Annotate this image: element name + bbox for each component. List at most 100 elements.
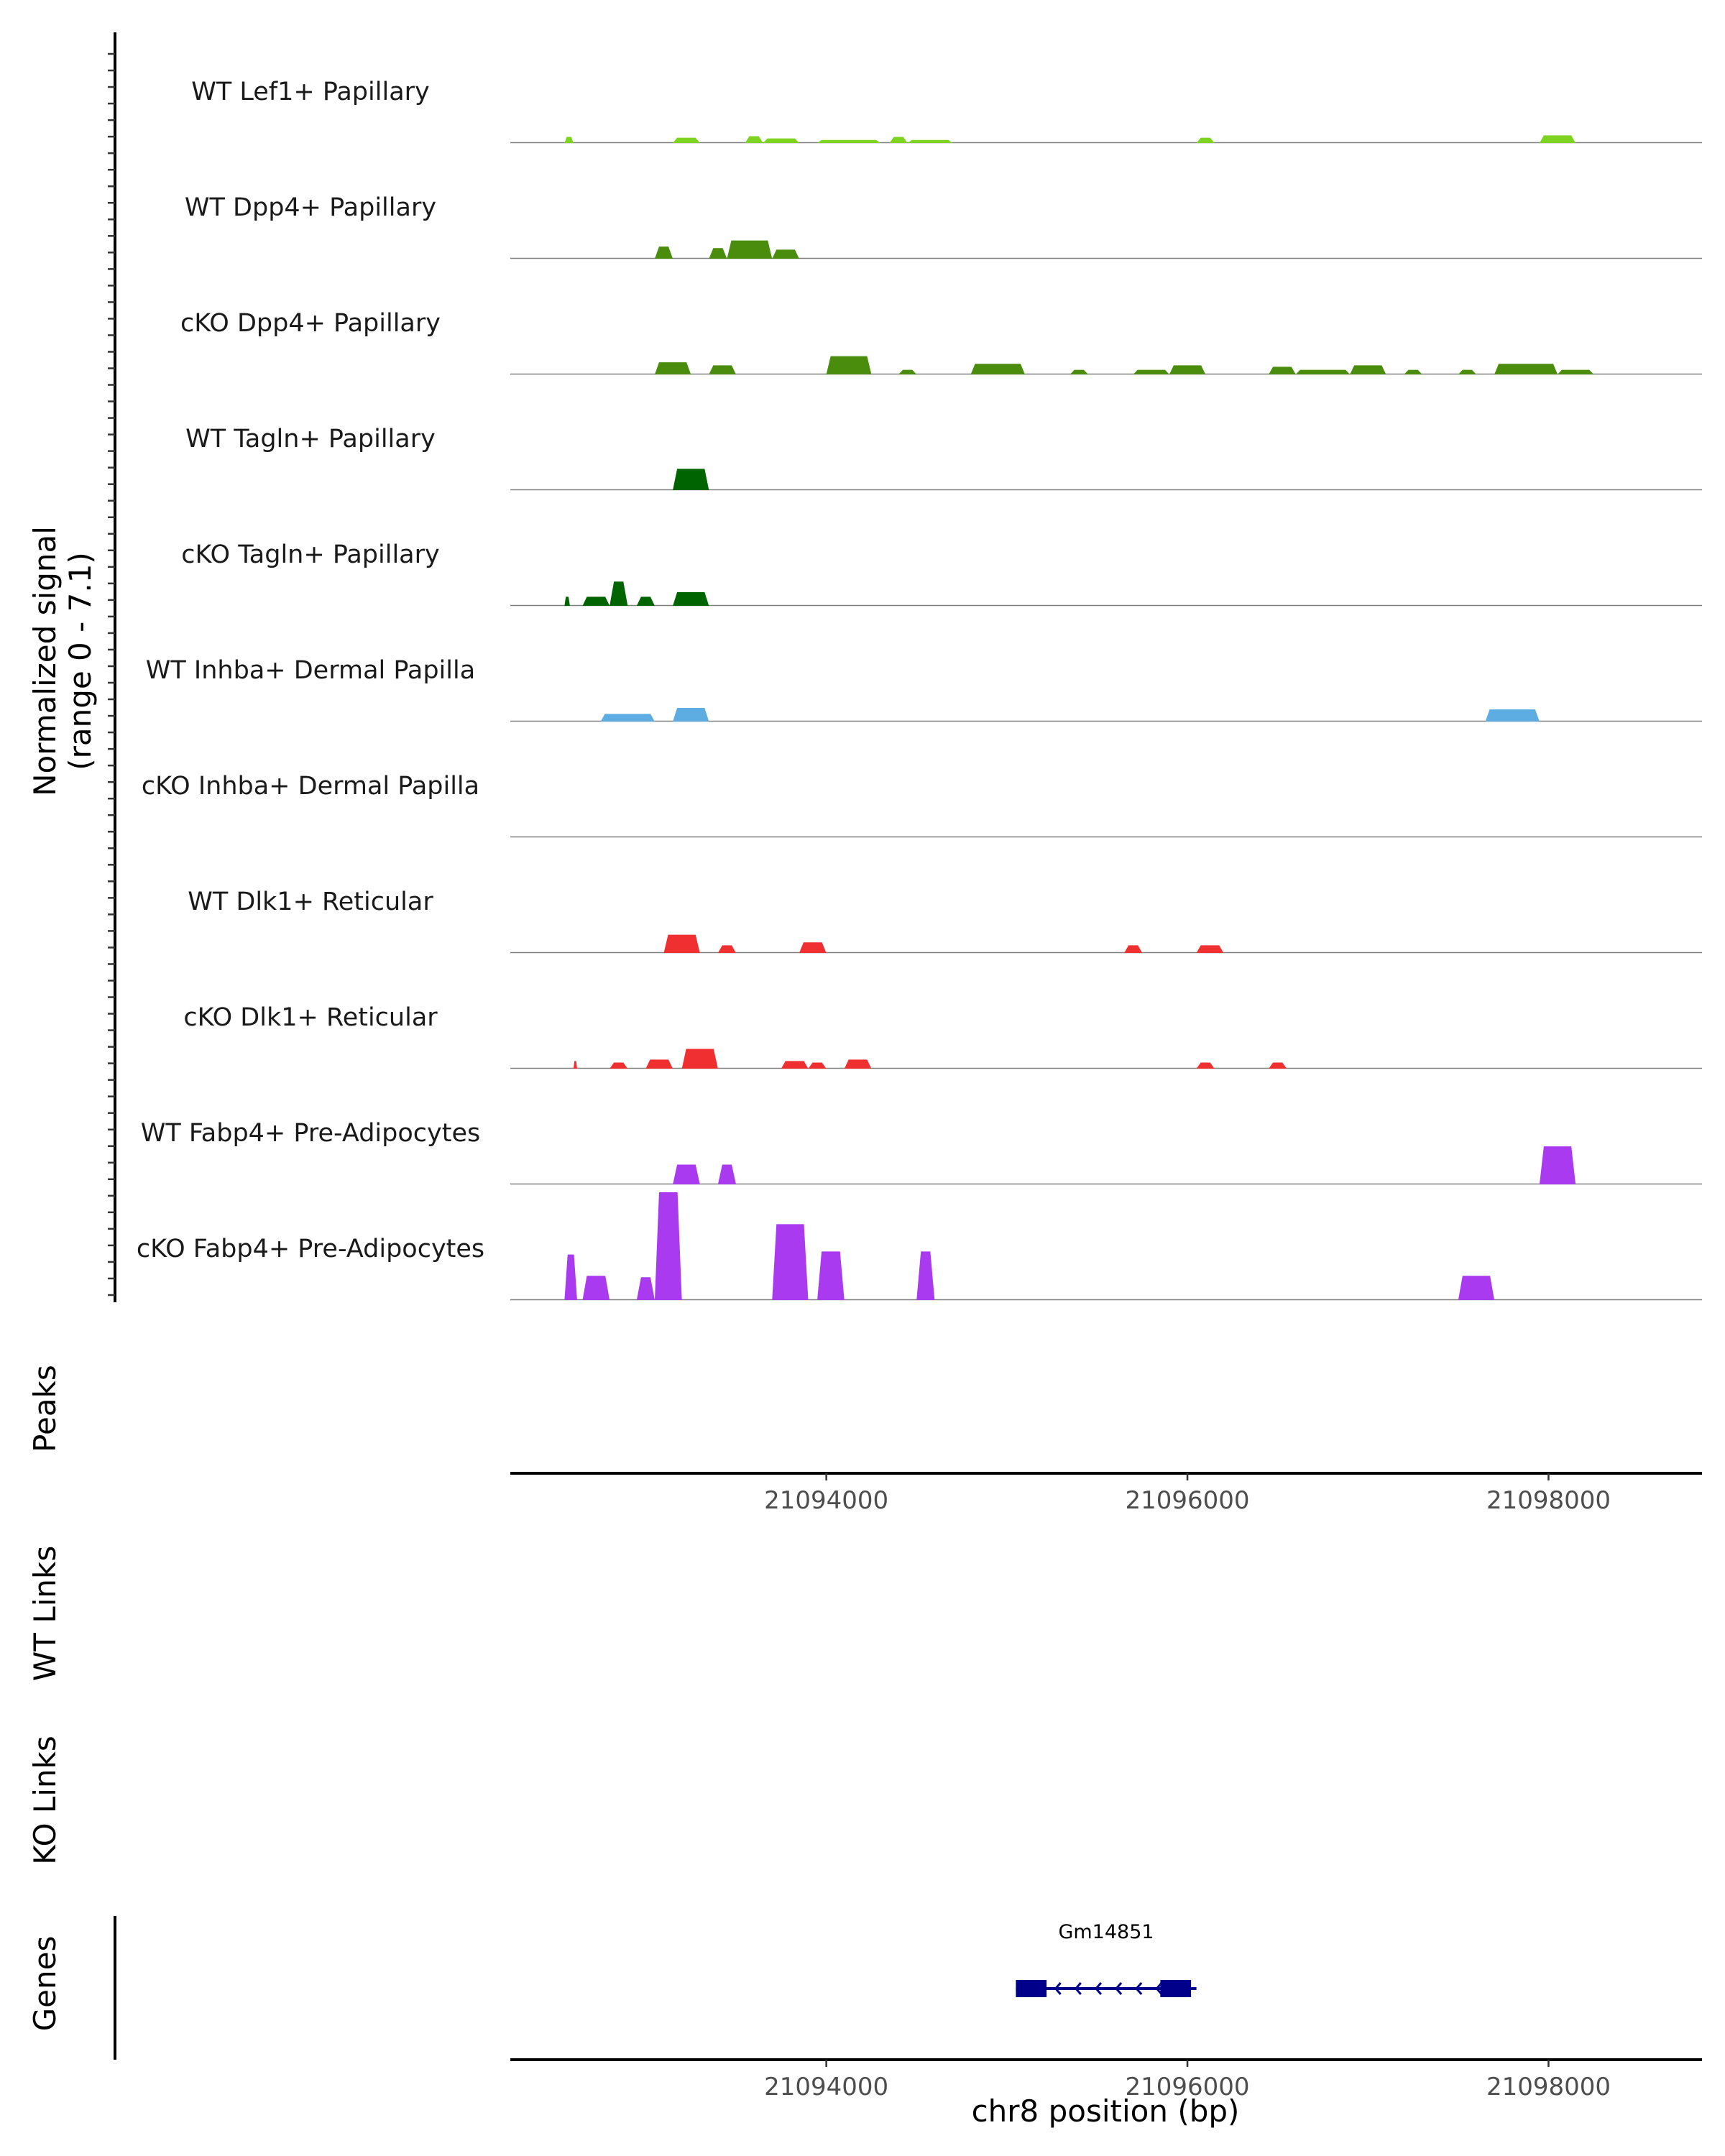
signal-peak xyxy=(1458,369,1476,374)
signal-peak xyxy=(654,1192,682,1300)
coverage-tracks: WT Lef1+ Papillary WT Dpp4+ Papillary cKO … xyxy=(137,78,1702,1301)
track-11: cKO Fabp4+ Pre-Adipocytes xyxy=(137,1192,1702,1301)
strand-arrow xyxy=(1094,1982,1103,1995)
gene-label: Gm14851 xyxy=(1058,1921,1154,1943)
gene-exon xyxy=(1016,1980,1047,1997)
track-label: cKO Inhba+ Dermal Papilla xyxy=(142,772,479,801)
signal-peak xyxy=(1196,1062,1215,1069)
signal-peak xyxy=(772,1224,809,1300)
signal-peak xyxy=(781,1061,809,1069)
signal-peak xyxy=(1269,1062,1287,1069)
x-tick-label: 21094000 xyxy=(764,2073,888,2101)
signal-peak xyxy=(582,1276,610,1300)
signal-peak xyxy=(1558,369,1594,374)
signal-peak xyxy=(645,1059,673,1069)
strand-arrow xyxy=(1155,1982,1163,1995)
signal-peak xyxy=(1485,709,1540,722)
signal-peak xyxy=(654,362,691,374)
signal-peak xyxy=(681,1049,718,1069)
signal-peak xyxy=(717,945,737,953)
signal-axis xyxy=(108,32,116,1302)
track-label: WT Tagln+ Papillary xyxy=(185,425,436,453)
x-axis-title: chr8 position (bp) xyxy=(972,2093,1240,2129)
gene-annotation: Gm14851 xyxy=(114,1916,1197,2060)
signal-peak xyxy=(727,240,773,259)
track-5: cKO Tagln+ Papillary xyxy=(181,540,1702,607)
signal-peak xyxy=(808,1062,827,1069)
signal-peak xyxy=(1196,945,1224,953)
track-1: WT Lef1+ Papillary xyxy=(191,78,1702,144)
signal-peak xyxy=(1269,367,1296,374)
strand-arrow xyxy=(1054,1982,1062,1995)
track-7: cKO Inhba+ Dermal Papilla xyxy=(142,772,1702,838)
signal-peak xyxy=(673,591,709,606)
signal-peak xyxy=(844,1059,872,1069)
signal-peak xyxy=(1539,1146,1576,1184)
signal-peak xyxy=(673,1164,700,1184)
genes-x-axis: 21094000 21096000 21098000 xyxy=(510,2058,1702,2101)
track-label: cKO Tagln+ Papillary xyxy=(181,540,440,569)
signal-peak xyxy=(1404,369,1422,374)
track-10: WT Fabp4+ Pre-Adipocytes xyxy=(141,1119,1702,1185)
signal-peak xyxy=(709,248,727,259)
signal-peak xyxy=(573,1061,577,1069)
signal-peak xyxy=(799,942,827,953)
signal-peak xyxy=(1196,137,1215,143)
gene-exon xyxy=(1160,1980,1192,1997)
signal-peak xyxy=(1295,369,1351,374)
signal-peak xyxy=(610,581,628,606)
signal-peak xyxy=(1458,1276,1495,1300)
signal-peak xyxy=(1494,364,1558,374)
peaks-x-axis: 21094000 21096000 21098000 xyxy=(510,1472,1702,1515)
track-label: cKO Dlk1+ Reticular xyxy=(183,1003,438,1032)
x-tick-label: 21096000 xyxy=(1126,2073,1250,2101)
track-label: WT Fabp4+ Pre-Adipocytes xyxy=(141,1119,480,1148)
signal-peak xyxy=(663,934,700,953)
signal-peak xyxy=(673,707,709,722)
signal-peak xyxy=(1070,369,1088,374)
track-9: cKO Dlk1+ Reticular xyxy=(183,1003,1702,1069)
signal-peak xyxy=(564,596,570,606)
strand-arrow xyxy=(1135,1982,1143,1995)
wt-links-panel-label: WT Links xyxy=(27,1546,63,1681)
signal-peak xyxy=(1169,365,1206,374)
signal-peak xyxy=(582,596,610,606)
x-tick-label: 21094000 xyxy=(764,1486,888,1515)
track-2: WT Dpp4+ Papillary xyxy=(185,193,1702,259)
signal-peak xyxy=(772,249,799,259)
signal-peak xyxy=(564,1254,577,1300)
gene-Gm14851: Gm14851 xyxy=(1016,1921,1197,1997)
signal-peak xyxy=(636,1277,655,1300)
signal-peak xyxy=(898,369,917,374)
signal-peak xyxy=(717,1164,737,1184)
track-label: cKO Dpp4+ Papillary xyxy=(180,309,441,338)
peaks-panel-label: Peaks xyxy=(27,1365,63,1452)
signal-peak xyxy=(636,596,655,606)
track-4: WT Tagln+ Papillary xyxy=(185,425,1702,491)
signal-peak xyxy=(564,137,574,143)
track-6: WT Inhba+ Dermal Papilla xyxy=(146,656,1702,722)
signal-peak xyxy=(709,365,737,374)
y-axis-range-label: (range 0 - 7.1) xyxy=(63,552,98,770)
track-8: WT Dlk1+ Reticular xyxy=(188,888,1702,954)
signal-peak xyxy=(889,137,908,143)
x-tick-label: 21098000 xyxy=(1486,1486,1611,1515)
signal-peak xyxy=(673,137,700,143)
x-tick-label: 21096000 xyxy=(1126,1486,1250,1515)
track-label: WT Lef1+ Papillary xyxy=(191,78,430,106)
signal-peak xyxy=(817,139,880,143)
y-axis-title: Normalized signal xyxy=(27,526,63,796)
track-label: WT Inhba+ Dermal Papilla xyxy=(146,656,475,685)
signal-peak xyxy=(610,1062,628,1069)
track-label: cKO Fabp4+ Pre-Adipocytes xyxy=(137,1235,484,1263)
genes-panel-label: Genes xyxy=(27,1936,63,2032)
x-tick-label: 21098000 xyxy=(1486,2073,1611,2101)
signal-peak xyxy=(826,356,872,374)
track-label: WT Dlk1+ Reticular xyxy=(188,888,433,916)
signal-peak xyxy=(916,1251,935,1300)
signal-peak xyxy=(817,1251,845,1300)
signal-peak xyxy=(970,364,1025,374)
track-label: WT Dpp4+ Papillary xyxy=(185,193,436,222)
signal-peak xyxy=(745,136,763,143)
